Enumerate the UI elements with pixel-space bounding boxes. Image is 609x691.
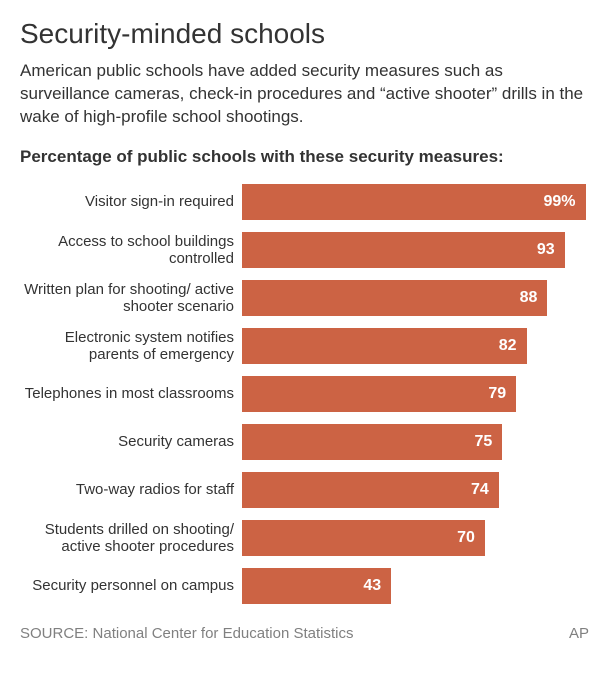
bar-row: Students drilled on shooting/ active sho… (20, 517, 589, 559)
bar-fill: 43 (242, 568, 391, 604)
bar-track: 70 (242, 520, 589, 556)
bar-row: Two-way radios for staff 74 (20, 469, 589, 511)
bar-row: Written plan for shooting/ active shoote… (20, 277, 589, 319)
bar-value: 93 (537, 241, 555, 259)
source-prefix: SOURCE: (20, 625, 93, 642)
bar-value: 74 (471, 481, 489, 499)
bar-label: Students drilled on shooting/ active sho… (20, 521, 242, 556)
bar-track: 79 (242, 376, 589, 412)
bar-chart: Visitor sign-in required 99% Access to sch… (20, 181, 589, 607)
credit-text: AP (569, 625, 589, 642)
bar-value: 82 (499, 337, 517, 355)
bar-fill: 93 (242, 232, 565, 268)
bar-value: 75 (474, 433, 492, 451)
bar-row: Electronic system notifies parents of em… (20, 325, 589, 367)
bar-track: 74 (242, 472, 589, 508)
chart-subtitle: American public schools have added secur… (20, 60, 589, 129)
bar-fill: 82 (242, 328, 527, 364)
bar-track: 93 (242, 232, 589, 268)
bar-label: Security personnel on campus (20, 577, 242, 594)
bar-track: 43 (242, 568, 589, 604)
bar-fill: 88 (242, 280, 547, 316)
bar-label: Written plan for shooting/ active shoote… (20, 281, 242, 316)
bar-label: Electronic system notifies parents of em… (20, 329, 242, 364)
bar-track: 82 (242, 328, 589, 364)
bar-value: 88 (520, 289, 538, 307)
bar-value: 70 (457, 529, 475, 547)
bar-row: Security cameras 75 (20, 421, 589, 463)
bar-value: 99% (543, 193, 575, 211)
bar-label: Telephones in most classrooms (20, 385, 242, 402)
bar-label: Security cameras (20, 433, 242, 450)
bar-value: 79 (488, 385, 506, 403)
source-text: National Center for Education Statistics (93, 625, 354, 642)
bar-label: Visitor sign-in required (20, 193, 242, 210)
bar-label: Two-way radios for staff (20, 481, 242, 498)
chart-footer: SOURCE: National Center for Education St… (20, 625, 589, 642)
bar-track: 88 (242, 280, 589, 316)
bar-row: Telephones in most classrooms 79 (20, 373, 589, 415)
bar-label: Access to school buildings controlled (20, 233, 242, 268)
bar-fill: 79 (242, 376, 516, 412)
bar-fill: 99% (242, 184, 586, 220)
bar-fill: 74 (242, 472, 499, 508)
bar-row: Security personnel on campus 43 (20, 565, 589, 607)
bar-value: 43 (363, 577, 381, 595)
bar-track: 75 (242, 424, 589, 460)
source-line: SOURCE: National Center for Education St… (20, 625, 353, 642)
bar-track: 99% (242, 184, 589, 220)
bar-row: Visitor sign-in required 99% (20, 181, 589, 223)
bar-row: Access to school buildings controlled 93 (20, 229, 589, 271)
bar-fill: 70 (242, 520, 485, 556)
chart-measure-title: Percentage of public schools with these … (20, 147, 589, 167)
chart-title: Security-minded schools (20, 18, 589, 50)
bar-fill: 75 (242, 424, 502, 460)
